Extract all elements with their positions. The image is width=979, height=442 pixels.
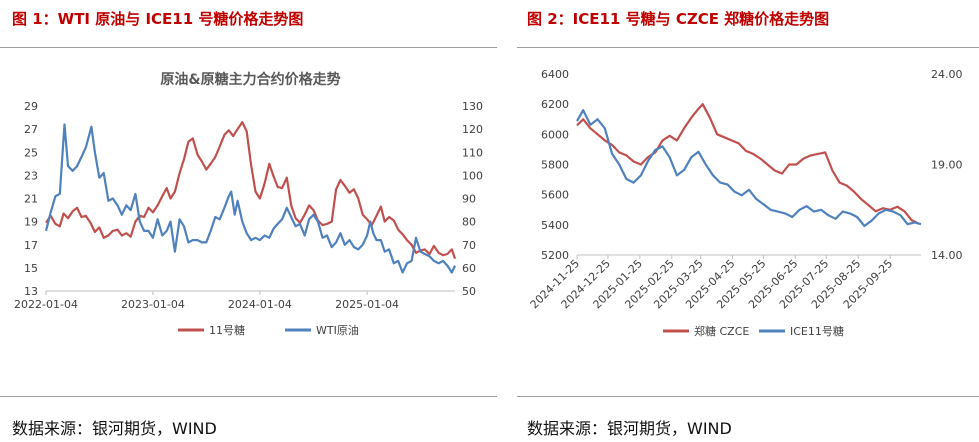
left-top-rule bbox=[0, 47, 497, 48]
x-tick-label: 2022-01-04 bbox=[14, 298, 78, 311]
right-source-note: 数据来源：银河期货，WIND bbox=[527, 419, 732, 438]
right-bottom-rule bbox=[517, 396, 979, 397]
left-figure-panel: 图 1：WTI 原油与 ICE11 号糖价格走势图 原油&原糖主力合约价格走势 1… bbox=[0, 10, 497, 438]
x-tick-label: 2023-01-04 bbox=[121, 298, 185, 311]
series-line-blue bbox=[44, 123, 456, 274]
y-left-tick-label: 5200 bbox=[541, 249, 569, 262]
y-left-tick-label: 27 bbox=[24, 123, 38, 136]
series-line-red bbox=[45, 121, 457, 259]
y-left-tick-label: 21 bbox=[24, 193, 38, 206]
series-line-blue bbox=[576, 109, 922, 228]
y-left-tick-label: 13 bbox=[24, 285, 38, 298]
y-left-tick-label: 29 bbox=[24, 100, 38, 113]
y-right-tick-label: 24.00 bbox=[931, 68, 963, 81]
y-right-tick-label: 60 bbox=[462, 262, 476, 275]
y-left-tick-label: 15 bbox=[24, 262, 38, 275]
y-left-tick-label: 19 bbox=[24, 216, 38, 229]
right-chart: 5200 5400 5600 5800 6000 6200 6400 14.00 19.00 24… bbox=[528, 68, 963, 338]
legend-label: ICE11号糖 bbox=[790, 324, 844, 338]
y-right-tick-label: 130 bbox=[462, 100, 483, 113]
right-figure-title: 图 2：ICE11 号糖与 CZCE 郑糖价格走势图 bbox=[527, 10, 830, 28]
y-right-tick-label: 80 bbox=[462, 216, 476, 229]
y-left-tick-label: 5800 bbox=[541, 159, 569, 172]
x-tick-label: 2025-01-04 bbox=[335, 298, 399, 311]
y-right-tick-label: 19.00 bbox=[931, 159, 963, 172]
y-left-tick-label: 23 bbox=[24, 169, 38, 182]
left-bottom-rule bbox=[0, 396, 497, 397]
left-chart: 原油&原糖主力合约价格走势 13 15 17 19 21 23 25 27 29 50 60 70 80 9… bbox=[14, 71, 483, 337]
y-left-tick-label: 6400 bbox=[541, 68, 569, 81]
right-top-rule bbox=[517, 47, 979, 48]
chart-title: 原油&原糖主力合约价格走势 bbox=[160, 71, 340, 88]
right-figure-panel: 图 2：ICE11 号糖与 CZCE 郑糖价格走势图 5200 5400 5600 5… bbox=[517, 0, 979, 442]
legend-label: 郑糖 CZCE bbox=[694, 324, 749, 338]
y-left-tick-label: 6200 bbox=[541, 98, 569, 111]
legend-label: WTI原油 bbox=[316, 323, 359, 337]
y-left-tick-label: 17 bbox=[24, 239, 38, 252]
y-right-tick-label: 70 bbox=[462, 239, 476, 252]
y-right-tick-label: 110 bbox=[462, 146, 483, 159]
series-line-red bbox=[576, 103, 919, 225]
y-left-tick-label: 6000 bbox=[541, 128, 569, 141]
left-figure-title: 图 1：WTI 原油与 ICE11 号糖价格走势图 bbox=[12, 10, 304, 28]
y-left-tick-label: 5600 bbox=[541, 189, 569, 202]
left-source-note: 数据来源：银河期货，WIND bbox=[12, 419, 217, 438]
y-right-tick-label: 90 bbox=[462, 193, 476, 206]
y-right-tick-label: 50 bbox=[462, 285, 476, 298]
legend-label: 11号糖 bbox=[209, 323, 245, 337]
y-left-tick-label: 25 bbox=[24, 146, 38, 159]
y-right-tick-label: 14.00 bbox=[931, 249, 963, 262]
x-tick-label: 2024-01-04 bbox=[228, 298, 292, 311]
y-left-tick-label: 5400 bbox=[541, 219, 569, 232]
y-right-tick-label: 100 bbox=[462, 169, 483, 182]
y-right-tick-label: 120 bbox=[462, 123, 483, 136]
